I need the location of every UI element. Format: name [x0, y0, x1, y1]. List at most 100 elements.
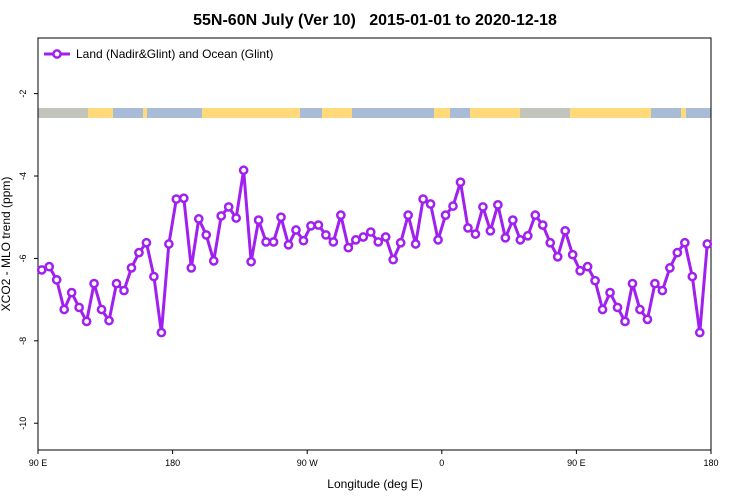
point: [567, 249, 578, 260]
x-axis-label: Longitude (deg E): [327, 477, 422, 491]
y-tick-label: -10: [18, 417, 28, 430]
point: [59, 304, 70, 315]
legend-marker: [52, 49, 62, 59]
x-tick-label: 90 E: [567, 458, 586, 468]
point: [522, 230, 533, 241]
point: [313, 220, 324, 230]
point: [253, 215, 264, 225]
point: [141, 237, 152, 248]
point: [560, 225, 571, 236]
point: [178, 193, 189, 204]
point: [515, 235, 526, 245]
x-tick-label: 0: [439, 458, 444, 468]
point: [358, 232, 369, 242]
point: [463, 223, 473, 233]
x-tick-label: 90 E: [29, 458, 48, 468]
point: [193, 214, 204, 224]
y-axis-label: XCO2 - MLO trend (ppm): [0, 177, 13, 312]
point: [545, 237, 556, 248]
point: [134, 247, 144, 258]
point: [440, 210, 451, 221]
point: [590, 275, 600, 286]
point: [388, 254, 399, 265]
point: [620, 316, 630, 327]
point: [485, 225, 496, 236]
point: [81, 316, 92, 327]
point: [276, 212, 286, 223]
point: [470, 229, 481, 239]
point: [657, 285, 668, 296]
point: [380, 232, 391, 242]
point: [231, 213, 242, 223]
point: [104, 315, 114, 326]
point: [306, 221, 316, 231]
x-tick-label: 90 W: [297, 458, 319, 468]
y-tick-label: -4: [18, 172, 28, 180]
point: [246, 256, 256, 267]
point: [89, 278, 99, 289]
point: [395, 237, 406, 248]
point: [455, 177, 466, 188]
point: [186, 263, 197, 273]
point: [694, 327, 705, 338]
point: [268, 237, 279, 247]
point: [283, 239, 294, 250]
point: [612, 302, 623, 313]
point: [373, 237, 384, 247]
point: [410, 239, 421, 249]
point: [350, 235, 361, 245]
point: [403, 210, 413, 221]
point: [672, 247, 683, 258]
point: [507, 215, 518, 225]
point: [36, 265, 47, 275]
point: [433, 235, 443, 245]
legend-label: Land (Nadir&Glint) and Ocean (Glint): [76, 47, 273, 61]
point: [478, 202, 488, 212]
point: [201, 230, 212, 240]
point: [702, 239, 713, 249]
point: [74, 302, 84, 313]
y-tick-label: -8: [18, 337, 28, 345]
point: [687, 271, 698, 282]
point: [321, 230, 331, 240]
point: [582, 261, 593, 272]
point: [44, 261, 55, 272]
point: [627, 278, 638, 289]
point: [597, 304, 608, 315]
point: [365, 227, 376, 237]
point: [328, 237, 339, 247]
point: [679, 237, 690, 248]
point: [500, 232, 511, 243]
point: [261, 237, 271, 247]
point: [126, 263, 137, 273]
series-line: [41, 168, 709, 335]
point: [96, 304, 107, 315]
point: [343, 242, 354, 253]
point: [238, 165, 249, 176]
point: [291, 225, 301, 235]
point: [635, 304, 645, 315]
y-tick-label: -2: [18, 90, 28, 98]
point: [111, 278, 122, 289]
y-tick-label: -6: [18, 254, 28, 262]
point: [650, 278, 660, 289]
point: [66, 287, 77, 298]
point: [149, 271, 159, 282]
point: [552, 251, 563, 262]
point: [537, 220, 548, 230]
point: [530, 210, 541, 221]
point: [448, 201, 458, 211]
point: [493, 200, 503, 210]
point: [119, 285, 129, 296]
point: [575, 265, 585, 276]
point: [336, 210, 346, 221]
point: [642, 314, 653, 325]
map-strip: [38, 108, 711, 118]
point: [298, 235, 309, 246]
x-tick-label: 180: [165, 458, 180, 468]
point: [156, 327, 167, 338]
x-tick-label: 180: [703, 458, 718, 468]
point: [171, 194, 182, 204]
point: [425, 199, 436, 209]
